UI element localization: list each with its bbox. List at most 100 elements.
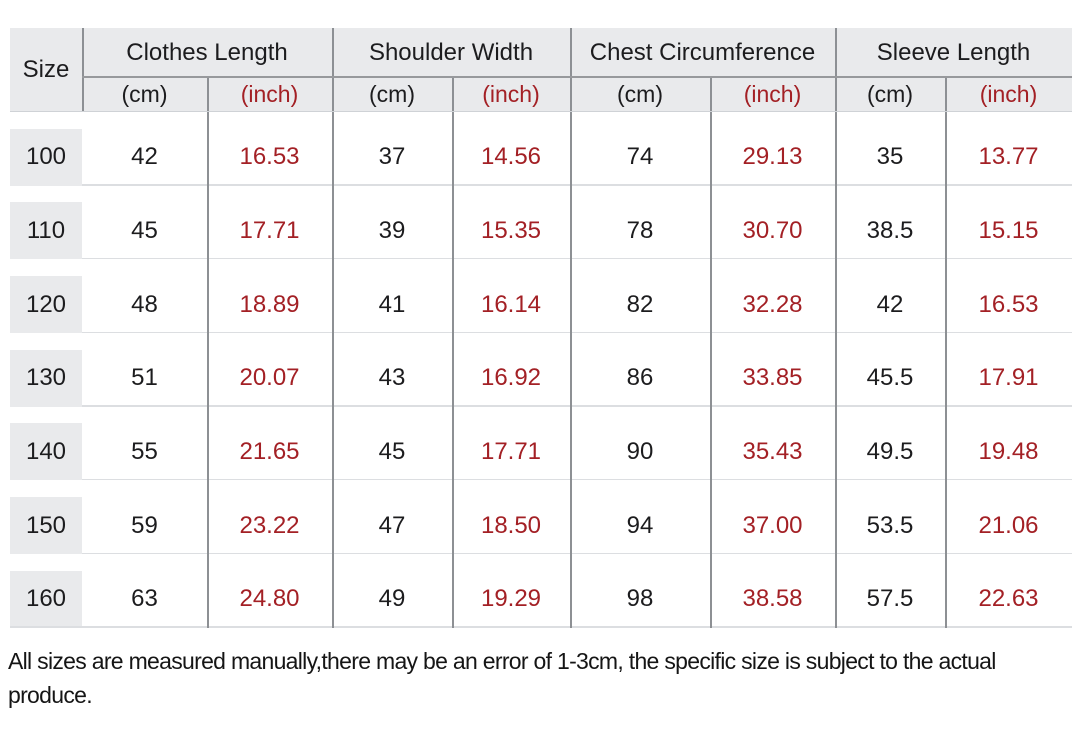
shoulder-width-cm-cell: 45 bbox=[378, 437, 406, 465]
divider bbox=[82, 28, 84, 112]
size-column-header: Size bbox=[22, 56, 70, 83]
sleeve-length-inch-cell: 22.63 bbox=[978, 585, 1039, 613]
unit-header-inch: (inch) bbox=[240, 81, 299, 107]
sleeve-length-inch-cell: 17.91 bbox=[978, 364, 1039, 392]
chest-circumference-inch-cell: 32.28 bbox=[742, 290, 803, 318]
divider bbox=[332, 28, 334, 112]
column-group-row: Clothes Length Shoulder Width Chest Circ… bbox=[82, 28, 1072, 77]
clothes-length-cm-cell: 63 bbox=[131, 585, 158, 613]
shoulder-width-cm-cell: 43 bbox=[378, 364, 406, 392]
chest-circumference-cm-cell: 74 bbox=[626, 143, 654, 171]
shoulder-width-inch-cell: 18.50 bbox=[480, 511, 542, 539]
sleeve-length-inch-cell: 15.15 bbox=[978, 216, 1039, 244]
divider bbox=[82, 76, 1072, 78]
divider bbox=[835, 28, 837, 112]
clothes-length-inch-cell: 16.53 bbox=[239, 143, 300, 171]
clothes-length-cm-cell: 55 bbox=[131, 437, 158, 465]
sleeve-length-inch-cell: 21.06 bbox=[978, 511, 1039, 539]
shoulder-width-cm-cell: 47 bbox=[378, 511, 406, 539]
clothes-length-inch-cell: 21.65 bbox=[239, 437, 300, 465]
sleeve-length-header: Sleeve Length bbox=[876, 38, 1031, 66]
chest-circumference-inch-cell: 37.00 bbox=[742, 511, 803, 539]
table-row: 120 48 18.89 41 16.14 82 32.28 42 16.53 bbox=[10, 276, 1072, 334]
chest-circumference-cm-cell: 94 bbox=[626, 511, 654, 539]
unit-header-cm: (cm) bbox=[369, 81, 415, 107]
divider bbox=[570, 112, 572, 628]
shoulder-width-inch-cell: 16.14 bbox=[480, 290, 542, 318]
shoulder-width-header: Shoulder Width bbox=[368, 38, 534, 66]
chest-circumference-inch-cell: 30.70 bbox=[742, 216, 803, 244]
size-cell: 100 bbox=[10, 128, 82, 186]
sleeve-length-cm-cell: 57.5 bbox=[866, 585, 914, 613]
clothes-length-cm-cell: 45 bbox=[131, 216, 158, 244]
size-cell: 150 bbox=[10, 497, 82, 555]
row-divider bbox=[82, 552, 1072, 555]
clothes-length-cm-cell: 51 bbox=[131, 364, 158, 392]
divider bbox=[710, 112, 712, 628]
chest-circumference-inch-cell: 33.85 bbox=[742, 364, 803, 392]
sleeve-length-cm-cell: 49.5 bbox=[866, 437, 914, 465]
row-divider bbox=[10, 626, 1072, 628]
shoulder-width-inch-cell: 15.35 bbox=[480, 216, 542, 244]
size-cell: 120 bbox=[10, 276, 82, 334]
shoulder-width-cm-cell: 37 bbox=[378, 143, 406, 171]
unit-row: (cm) (inch) (cm) (inch) (cm) (inch) (cm)… bbox=[82, 77, 1072, 112]
clothes-length-inch-cell: 18.89 bbox=[239, 290, 300, 318]
row-divider bbox=[82, 184, 1072, 186]
sleeve-length-cm-cell: 35 bbox=[876, 143, 904, 171]
row-divider bbox=[82, 405, 1072, 407]
shoulder-width-inch-cell: 17.71 bbox=[480, 437, 542, 465]
size-cell: 160 bbox=[10, 570, 82, 628]
divider bbox=[835, 112, 837, 628]
unit-header-cm: (cm) bbox=[867, 81, 913, 107]
row-divider bbox=[82, 257, 1072, 260]
row-divider bbox=[82, 331, 1072, 334]
chest-circumference-header: Chest Circumference bbox=[589, 38, 816, 66]
size-chart-table: Size Clothes Length Shoulder Width Chest… bbox=[10, 28, 1072, 628]
divider bbox=[10, 110, 1072, 112]
divider bbox=[945, 77, 947, 112]
table-row: 160 63 24.80 49 19.29 98 38.58 57.5 22.6… bbox=[10, 570, 1072, 628]
size-cell: 130 bbox=[10, 349, 82, 407]
table-row: 100 42 16.53 37 14.56 74 29.13 35 13.77 bbox=[10, 128, 1072, 186]
divider bbox=[207, 77, 209, 112]
divider bbox=[332, 112, 334, 628]
sleeve-length-cm-cell: 53.5 bbox=[866, 511, 914, 539]
row-divider bbox=[82, 478, 1072, 481]
table-row: 110 45 17.71 39 15.35 78 30.70 38.5 15.1… bbox=[10, 202, 1072, 260]
size-cell: 140 bbox=[10, 423, 82, 481]
chest-circumference-cm-cell: 86 bbox=[626, 364, 654, 392]
sleeve-length-inch-cell: 13.77 bbox=[978, 143, 1039, 171]
clothes-length-inch-cell: 23.22 bbox=[239, 511, 300, 539]
chest-circumference-inch-cell: 29.13 bbox=[742, 143, 803, 171]
shoulder-width-cm-cell: 41 bbox=[378, 290, 406, 318]
note-text: All sizes are measured manually,there ma… bbox=[8, 648, 996, 708]
clothes-length-inch-cell: 24.80 bbox=[239, 585, 300, 613]
clothes-length-cm-cell: 48 bbox=[131, 290, 158, 318]
chest-circumference-inch-cell: 38.58 bbox=[742, 585, 803, 613]
unit-header-inch: (inch) bbox=[743, 81, 802, 107]
size-cell: 110 bbox=[10, 202, 82, 260]
divider bbox=[207, 112, 209, 628]
clothes-length-header: Clothes Length bbox=[126, 38, 288, 66]
table-row: 140 55 21.65 45 17.71 90 35.43 49.5 19.4… bbox=[10, 423, 1072, 481]
clothes-length-cm-cell: 59 bbox=[131, 511, 158, 539]
divider bbox=[945, 112, 947, 628]
unit-header-cm: (cm) bbox=[617, 81, 663, 107]
shoulder-width-inch-cell: 19.29 bbox=[480, 585, 542, 613]
shoulder-width-inch-cell: 14.56 bbox=[480, 143, 542, 171]
table-header: Size Clothes Length Shoulder Width Chest… bbox=[10, 28, 1072, 112]
unit-header-inch: (inch) bbox=[482, 81, 540, 107]
chest-circumference-cm-cell: 78 bbox=[626, 216, 654, 244]
sleeve-length-inch-cell: 16.53 bbox=[978, 290, 1039, 318]
divider bbox=[570, 28, 572, 112]
clothes-length-inch-cell: 17.71 bbox=[239, 216, 300, 244]
sleeve-length-cm-cell: 45.5 bbox=[866, 364, 914, 392]
divider bbox=[452, 77, 454, 112]
chest-circumference-cm-cell: 98 bbox=[626, 585, 654, 613]
sleeve-length-cm-cell: 42 bbox=[876, 290, 904, 318]
clothes-length-inch-cell: 20.07 bbox=[239, 364, 300, 392]
chest-circumference-inch-cell: 35.43 bbox=[742, 437, 803, 465]
shoulder-width-inch-cell: 16.92 bbox=[480, 364, 542, 392]
